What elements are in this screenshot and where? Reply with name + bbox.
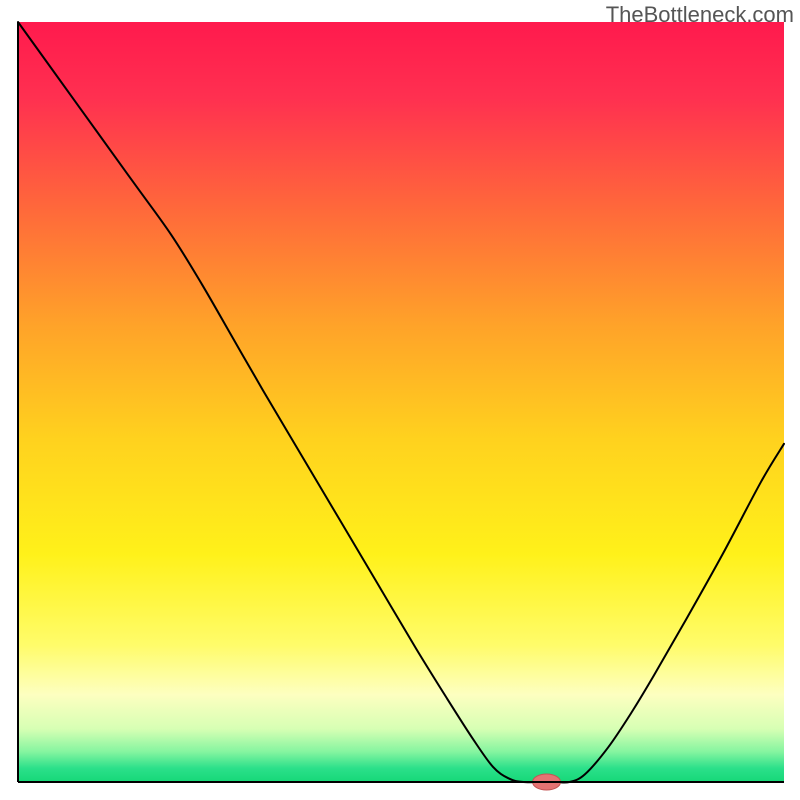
- chart-svg: [0, 0, 800, 800]
- watermark-text: TheBottleneck.com: [606, 2, 794, 28]
- bottleneck-chart: TheBottleneck.com: [0, 0, 800, 800]
- chart-background: [18, 22, 784, 782]
